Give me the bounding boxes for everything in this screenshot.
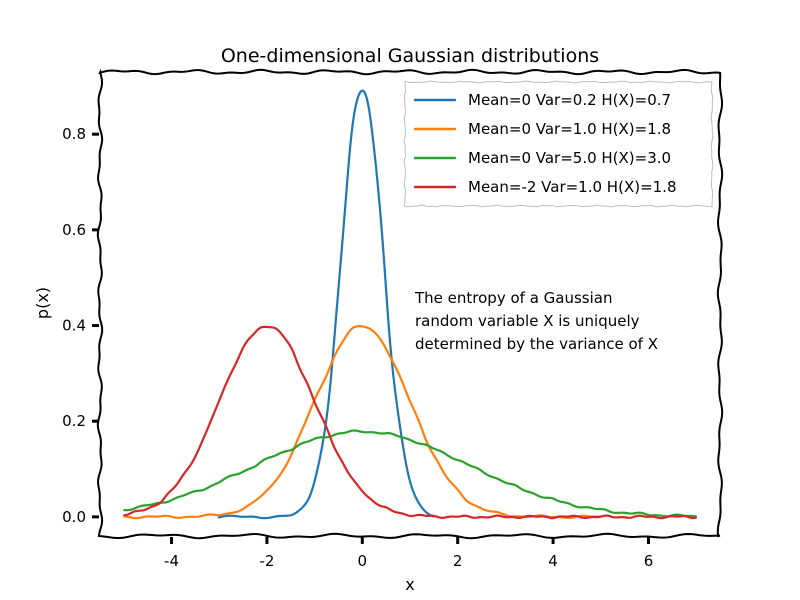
legend: Mean=0 Var=0.2 H(X)=0.7 Mean=0 Var=1.0 H(… — [403, 80, 714, 208]
y-axis-ticks: 0.0 0.2 0.4 0.6 0.8 — [62, 125, 99, 526]
annotation-line-3: determined by the variance of X — [415, 335, 658, 353]
y-tick-label: 0.8 — [62, 125, 86, 143]
legend-label-3: Mean=0 Var=5.0 H(X)=3.0 — [468, 149, 671, 167]
x-tick-label: 4 — [548, 552, 558, 570]
y-tick-label: 0.6 — [62, 221, 86, 239]
y-axis-label: p(x) — [33, 287, 52, 319]
chart-title: One-dimensional Gaussian distributions — [221, 45, 599, 67]
plot-frame — [96, 68, 724, 540]
y-tick-label: 0.0 — [62, 508, 86, 526]
x-axis-label: x — [405, 575, 414, 594]
annotation-line-1: The entropy of a Gaussian — [414, 289, 612, 307]
legend-label-2: Mean=0 Var=1.0 H(X)=1.8 — [468, 120, 671, 138]
x-tick-label: -4 — [164, 552, 179, 570]
annotation-line-2: random variable X is uniquely — [415, 312, 640, 330]
legend-label-4: Mean=-2 Var=1.0 H(X)=1.8 — [468, 178, 677, 196]
series-layer — [123, 89, 697, 520]
legend-label-1: Mean=0 Var=0.2 H(X)=0.7 — [468, 91, 671, 109]
series-line-4 — [123, 325, 697, 520]
y-tick-label: 0.4 — [62, 317, 86, 335]
series-line-3 — [123, 429, 697, 518]
entropy-annotation: The entropy of a Gaussian random variabl… — [414, 289, 658, 353]
x-tick-label: -2 — [259, 552, 274, 570]
x-tick-label: 6 — [644, 552, 654, 570]
x-tick-label: 2 — [453, 552, 463, 570]
series-line-1 — [217, 89, 435, 520]
x-axis-ticks: -4 -2 0 2 4 6 — [164, 537, 653, 570]
series-line-2 — [123, 325, 602, 520]
x-tick-label: 0 — [358, 552, 368, 570]
y-tick-label: 0.2 — [62, 412, 86, 430]
legend-box — [403, 80, 714, 208]
